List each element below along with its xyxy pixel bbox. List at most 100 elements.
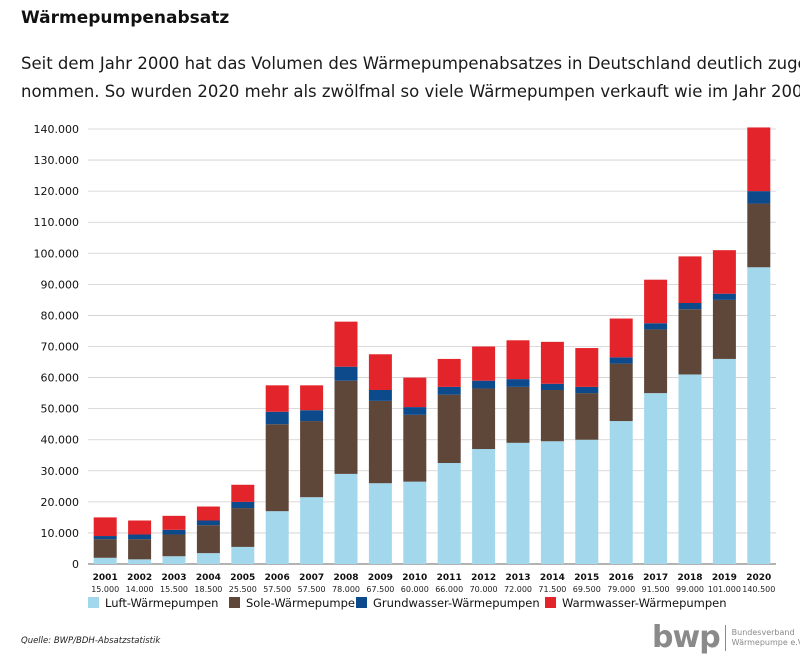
y-tick-label: 80.000: [41, 309, 80, 322]
bar-segment: [712, 250, 736, 294]
y-tick-label: 90.000: [41, 278, 80, 291]
bar-segment: [747, 191, 771, 204]
bar-segment: [334, 380, 358, 474]
y-tick-label: 20.000: [41, 496, 80, 509]
bar-segment: [231, 508, 255, 547]
total-label: 25.500: [229, 585, 257, 594]
bar-segment: [403, 414, 427, 482]
bar-segment: [128, 559, 152, 564]
total-label: 18.500: [194, 585, 222, 594]
bar-segment: [506, 379, 530, 387]
x-tick-label: 2019: [712, 573, 737, 583]
y-tick-label: 100.000: [34, 247, 80, 260]
y-tick-label: 30.000: [41, 465, 80, 478]
legend-swatch: [545, 597, 556, 608]
x-tick-label: 2010: [402, 573, 427, 583]
bar-segment: [128, 534, 152, 540]
bar-segment: [437, 463, 461, 564]
bar-segment: [472, 346, 496, 381]
bar-segment: [472, 449, 496, 564]
bar-segment: [506, 442, 530, 564]
bar-segment: [368, 400, 392, 484]
y-tick-label: 140.000: [34, 123, 80, 136]
bar-segment: [128, 539, 152, 560]
subtitle-line-1: Seit dem Jahr 2000 hat das Volumen des W…: [21, 54, 800, 73]
total-label: 71.500: [538, 585, 566, 594]
bar-segment: [609, 363, 633, 422]
logo-text-line-1: Bundesverband: [731, 628, 795, 637]
bar-segment: [609, 421, 633, 564]
total-label: 101.000: [708, 585, 741, 594]
bar-segment: [231, 501, 255, 509]
y-tick-label: 0: [72, 558, 79, 571]
total-label: 91.500: [642, 585, 670, 594]
x-tick-label: 2017: [643, 573, 668, 583]
total-label: 15.500: [160, 585, 188, 594]
total-label: 70.000: [470, 585, 498, 594]
logo-mark: bwp: [652, 620, 721, 655]
source-note: Quelle: BWP/BDH-Absatzstatistik: [21, 636, 161, 646]
bar-segment: [644, 279, 668, 324]
bar-segment: [128, 520, 152, 535]
x-tick-label: 2015: [574, 573, 599, 583]
total-label: 57.500: [263, 585, 291, 594]
bar-segment: [196, 553, 220, 564]
chart-title: Wärmepumpenabsatz: [21, 8, 230, 28]
y-tick-label: 40.000: [41, 434, 80, 447]
chart-subtitle: Seit dem Jahr 2000 hat das Volumen des W…: [21, 50, 800, 106]
x-tick-label: 2008: [333, 573, 358, 583]
bar-segment: [540, 383, 564, 390]
x-tick-label: 2002: [127, 573, 152, 583]
bar-segment: [334, 366, 358, 381]
total-label: 60.000: [401, 585, 429, 594]
legend-swatch: [356, 597, 367, 608]
bar-segment: [712, 358, 736, 564]
bar-segment: [196, 506, 220, 521]
logo-text-line-2: Wärmepumpe e.V.: [731, 638, 800, 647]
bar-segment: [678, 374, 702, 564]
bar-segment: [300, 497, 324, 564]
total-label: 14.000: [126, 585, 154, 594]
bar-segment: [747, 267, 771, 564]
bar-segment: [472, 380, 496, 389]
bar-segment: [712, 299, 736, 359]
bar-segment: [575, 348, 599, 387]
x-tick-label: 2004: [196, 573, 221, 583]
bar-segment: [609, 318, 633, 358]
bar-segment: [231, 484, 255, 502]
legend-swatch: [229, 597, 240, 608]
x-tick-label: 2009: [368, 573, 393, 583]
legend-label: Sole-Wärmepumpen: [246, 596, 362, 610]
bar-segment: [747, 203, 771, 268]
bar-segment: [644, 323, 668, 330]
x-tick-label: 2020: [746, 573, 771, 583]
bar-segment: [540, 390, 564, 442]
bar-segment: [403, 407, 427, 415]
bar-segment: [506, 386, 530, 443]
total-label: 140.500: [742, 585, 775, 594]
y-tick-label: 120.000: [34, 185, 80, 198]
legend-swatch: [88, 597, 99, 608]
bar-segment: [265, 411, 289, 425]
bar-segment: [644, 393, 668, 564]
total-label: 69.500: [573, 585, 601, 594]
total-label: 66.000: [435, 585, 463, 594]
bar-segment: [265, 385, 289, 412]
total-label: 15.000: [91, 585, 119, 594]
x-tick-label: 2006: [265, 573, 290, 583]
bar-segment: [403, 377, 427, 408]
bar-segment: [609, 357, 633, 364]
bar-segment: [712, 293, 736, 300]
bar-segment: [93, 517, 117, 537]
bar-segment: [678, 309, 702, 375]
bar-segment: [162, 515, 186, 530]
legend-label: Luft-Wärmepumpen: [105, 596, 218, 610]
x-tick-label: 2013: [505, 573, 530, 583]
total-label: 72.000: [504, 585, 532, 594]
y-tick-label: 110.000: [34, 216, 80, 229]
y-tick-label: 60.000: [41, 372, 80, 385]
total-label: 79.000: [607, 585, 635, 594]
bar-segment: [93, 557, 117, 564]
bar-segment: [678, 303, 702, 310]
